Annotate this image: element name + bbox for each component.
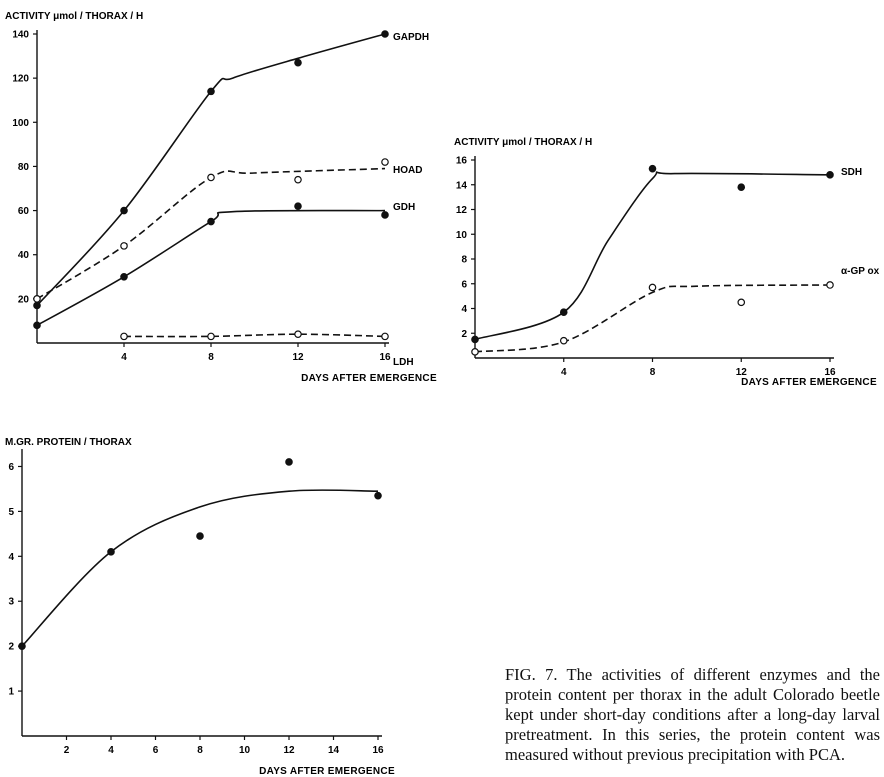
y-tick-label: 60 bbox=[18, 206, 30, 217]
x-tick-label: 14 bbox=[328, 745, 340, 756]
data-point-gapdh bbox=[207, 87, 215, 96]
series-label-gdh: GDH bbox=[393, 202, 415, 213]
data-point-ldh bbox=[294, 330, 302, 338]
data-point-protein bbox=[374, 491, 382, 500]
x-tick-label: 4 bbox=[561, 367, 567, 378]
x-tick-label: 2 bbox=[64, 745, 70, 756]
x-tick-label: 12 bbox=[736, 367, 748, 378]
data-point-protein bbox=[196, 532, 204, 540]
y-tick-label: 2 bbox=[8, 642, 14, 653]
data-point-gapdh bbox=[294, 58, 302, 67]
y-tick-label: 4 bbox=[461, 304, 467, 315]
y-tick-label: 6 bbox=[461, 279, 467, 290]
data-point-gdh bbox=[381, 211, 389, 219]
x-axis-label: DAYS AFTER EMERGENCE bbox=[741, 377, 877, 388]
y-tick-label: 2 bbox=[461, 329, 467, 340]
data-point-sdh bbox=[648, 164, 657, 173]
data-point-ldh bbox=[120, 332, 128, 341]
data-point-ldh bbox=[381, 332, 389, 341]
x-tick-label: 8 bbox=[650, 367, 656, 378]
data-point-sdh bbox=[737, 183, 746, 192]
figure-caption: FIG. 7. The activities of different enzy… bbox=[505, 665, 880, 764]
x-tick-label: 8 bbox=[208, 352, 214, 363]
data-point-hoad bbox=[207, 173, 215, 182]
chart-enzymes-right: ACTIVITY μmol / THORAX / H DAYS AFTER EM… bbox=[454, 137, 880, 388]
data-point-ldh bbox=[207, 332, 215, 341]
series-label-ldh: LDH bbox=[393, 357, 414, 368]
y-tick-label: 40 bbox=[18, 250, 30, 261]
y-tick-label: 12 bbox=[456, 205, 468, 216]
series-label-gp-ox: α-GP ox bbox=[841, 266, 880, 277]
data-point-hoad bbox=[294, 175, 302, 184]
y-tick-label: 140 bbox=[12, 30, 29, 41]
y-tick-label: 20 bbox=[18, 294, 30, 305]
y-tick-label: 8 bbox=[461, 255, 467, 266]
x-axis-label: DAYS AFTER EMERGENCE bbox=[301, 373, 437, 384]
data-point-protein bbox=[285, 458, 293, 466]
data-point-gp-ox bbox=[826, 281, 834, 289]
y-tick-label: 14 bbox=[456, 180, 468, 191]
y-tick-label: 5 bbox=[8, 507, 14, 518]
data-point-gdh bbox=[120, 272, 128, 281]
data-point-gapdh bbox=[120, 206, 128, 215]
series-line-sdh bbox=[474, 171, 831, 341]
y-tick-label: 16 bbox=[456, 156, 468, 167]
x-tick-label: 6 bbox=[153, 745, 159, 756]
x-tick-label: 8 bbox=[197, 745, 203, 756]
x-tick-label: 10 bbox=[239, 745, 251, 756]
data-point-gapdh bbox=[33, 301, 41, 310]
y-axis-label: ACTIVITY μmol / THORAX / H bbox=[5, 11, 143, 22]
series-label-hoad: HOAD bbox=[393, 165, 422, 176]
x-tick-label: 16 bbox=[379, 352, 391, 363]
x-tick-label: 12 bbox=[283, 745, 295, 756]
data-point-gdh bbox=[207, 217, 215, 226]
data-point-gp-ox bbox=[648, 283, 657, 292]
data-point-protein bbox=[18, 642, 26, 650]
y-axis-label: ACTIVITY μmol / THORAX / H bbox=[454, 137, 592, 148]
series-label-gapdh: GAPDH bbox=[393, 32, 429, 43]
y-tick-label: 100 bbox=[12, 118, 29, 129]
data-point-protein bbox=[107, 548, 115, 556]
series-line-hoad bbox=[36, 167, 386, 300]
y-tick-label: 6 bbox=[8, 462, 14, 473]
series-label-sdh: SDH bbox=[841, 167, 862, 178]
series-line-gp-ox bbox=[474, 284, 831, 353]
x-tick-label: 12 bbox=[292, 352, 304, 363]
y-tick-label: 4 bbox=[8, 552, 14, 563]
y-tick-label: 3 bbox=[8, 597, 14, 608]
data-point-sdh bbox=[826, 171, 834, 179]
data-point-gp-ox bbox=[737, 298, 746, 307]
x-tick-label: 4 bbox=[121, 352, 127, 363]
x-axis-label: DAYS AFTER EMERGENCE bbox=[259, 766, 395, 777]
data-point-hoad bbox=[120, 242, 128, 250]
x-tick-label: 16 bbox=[372, 745, 384, 756]
data-point-gdh bbox=[294, 202, 302, 210]
data-point-hoad bbox=[381, 158, 389, 166]
data-point-hoad bbox=[33, 295, 41, 303]
series-line-ldh bbox=[123, 333, 386, 338]
y-tick-label: 80 bbox=[18, 162, 30, 173]
x-tick-label: 4 bbox=[108, 745, 114, 756]
y-tick-label: 10 bbox=[456, 230, 468, 241]
data-point-sdh bbox=[559, 308, 568, 317]
chart-enzymes-left: ACTIVITY μmol / THORAX / H DAYS AFTER EM… bbox=[5, 11, 437, 384]
series-line-protein bbox=[21, 489, 379, 647]
chart-protein: M.GR. PROTEIN / THORAX DAYS AFTER EMERGE… bbox=[5, 437, 395, 777]
data-point-gapdh bbox=[381, 30, 389, 38]
series-line-gapdh bbox=[36, 33, 386, 307]
data-point-sdh bbox=[471, 335, 479, 344]
y-axis-label: M.GR. PROTEIN / THORAX bbox=[5, 437, 132, 448]
data-point-gp-ox bbox=[559, 336, 568, 345]
data-point-gp-ox bbox=[471, 348, 479, 356]
y-tick-label: 120 bbox=[12, 74, 29, 85]
data-point-gdh bbox=[33, 321, 41, 330]
x-tick-label: 16 bbox=[824, 367, 836, 378]
y-tick-label: 1 bbox=[8, 687, 14, 698]
